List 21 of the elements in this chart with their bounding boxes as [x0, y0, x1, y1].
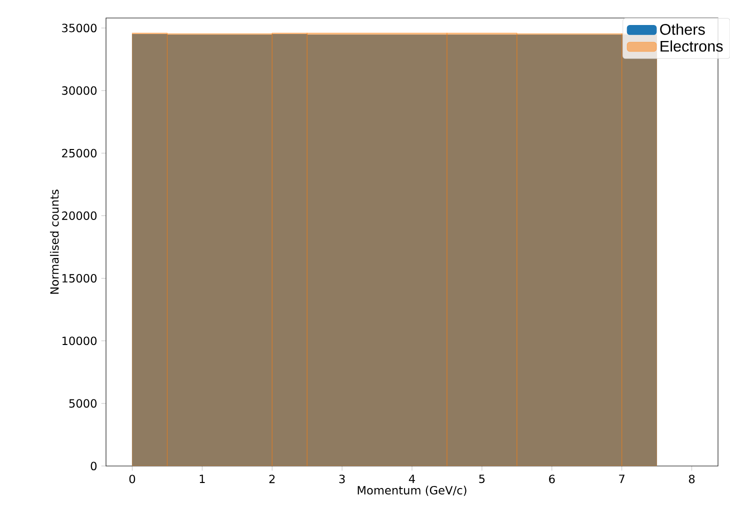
x-tick-label: 1	[200, 474, 205, 483]
x-tick-label: 8	[688, 474, 695, 484]
legend-label: Others	[660, 24, 705, 35]
y-tick-label: 15000	[62, 274, 97, 283]
x-tick-label: 2	[269, 474, 275, 484]
y-tick-label: 5000	[69, 399, 97, 408]
x-tick-label: 6	[549, 474, 555, 484]
x-tick-label: 7	[619, 474, 624, 483]
x-tick-label: 3	[339, 474, 345, 484]
x-tick-label: 0	[129, 474, 136, 484]
y-tick-label: 10000	[62, 336, 97, 346]
y-tick-label: 20000	[62, 211, 97, 220]
legend-label: Electrons	[660, 40, 723, 52]
y-tick-label: 30000	[62, 86, 97, 95]
y-tick-label: 25000	[62, 148, 97, 158]
x-tick-label: 4	[408, 474, 415, 483]
x-axis-title: Momentum (GeV/c)	[358, 486, 466, 496]
x-tick-label: 5	[479, 474, 485, 484]
y-axis-title: Normalised counts	[50, 190, 59, 294]
y-tick-label: 0	[90, 462, 97, 470]
y-tick-label: 35000	[62, 24, 97, 32]
